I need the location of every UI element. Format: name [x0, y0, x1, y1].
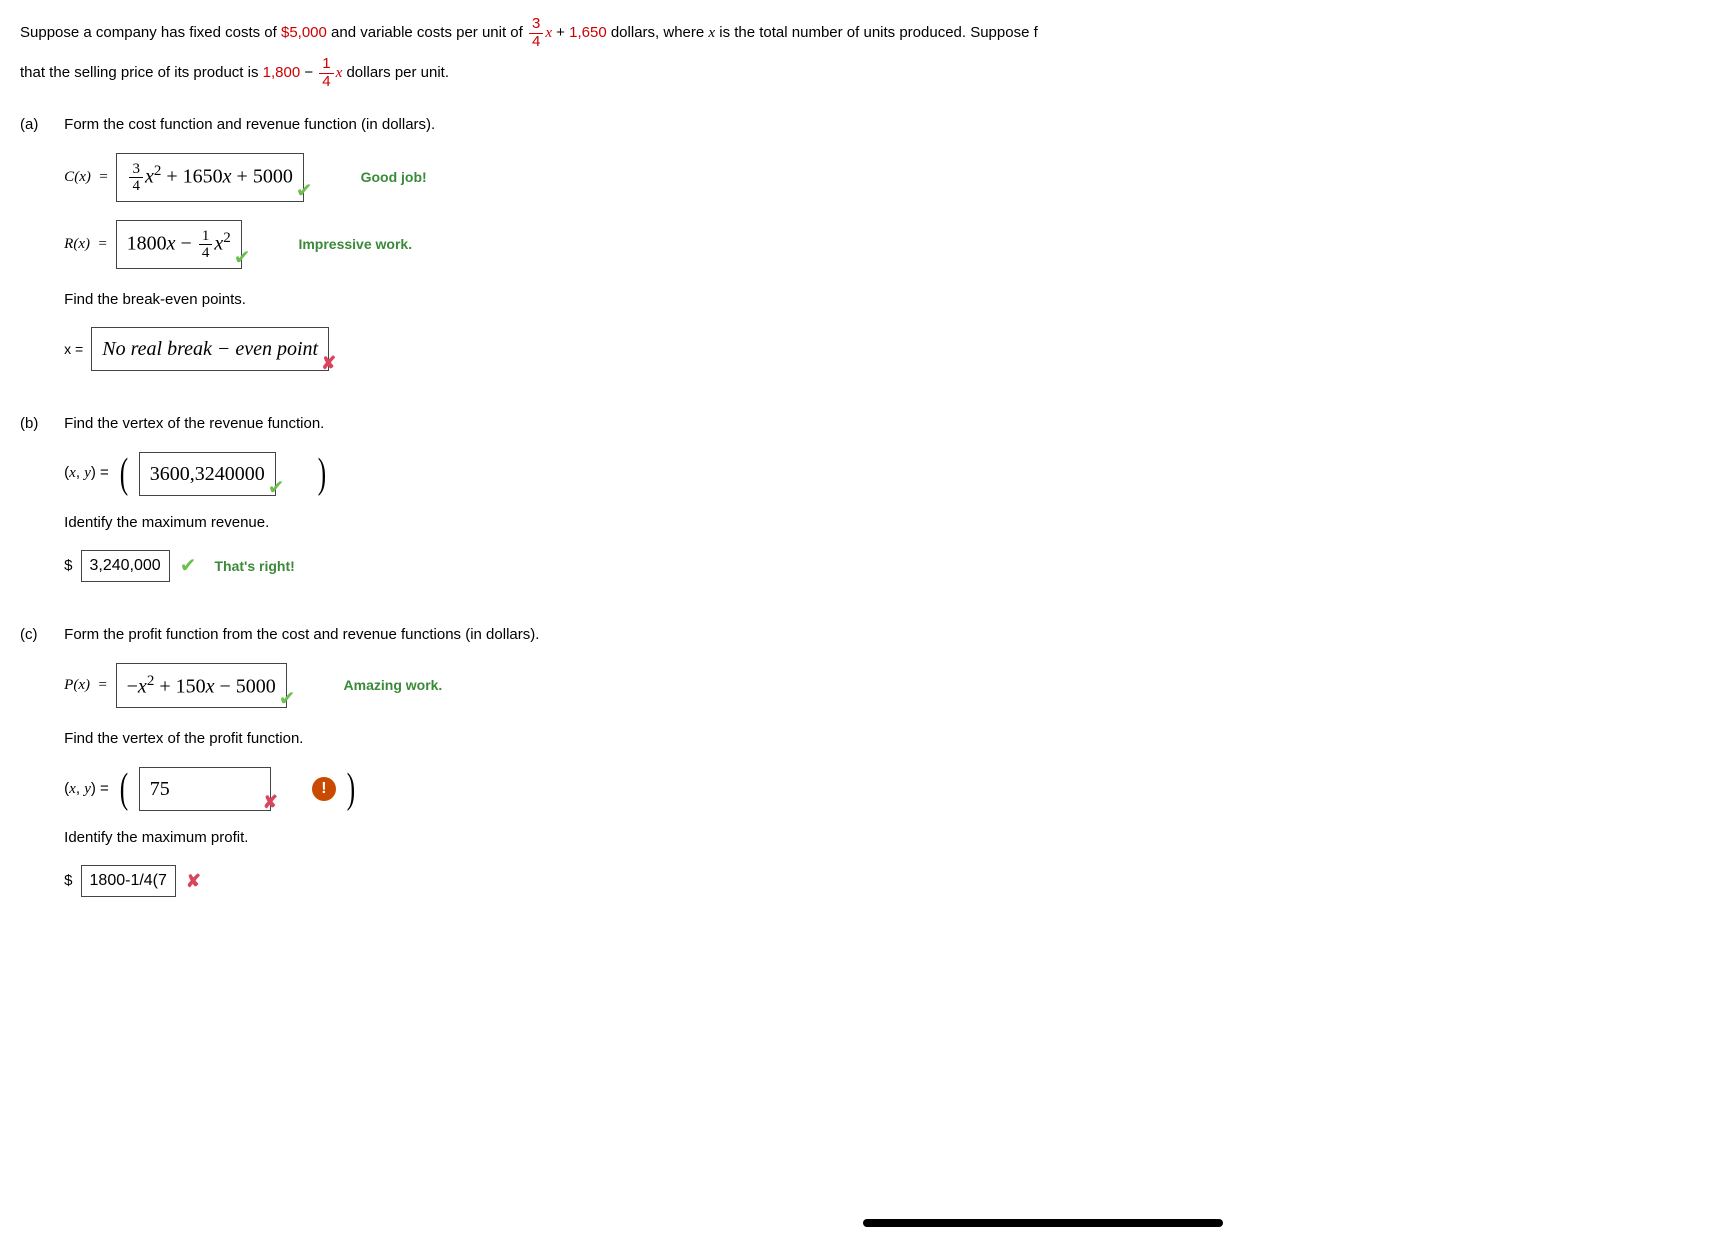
cx-answer-input[interactable]: 34x2 + 1650x + 5000: [116, 153, 303, 202]
rx-answer-input[interactable]: 1800x − 14x2: [116, 220, 242, 269]
check-icon: ✔: [279, 684, 296, 714]
intro-line-2: that the selling price of its product is…: [20, 56, 1706, 90]
px-answer-input[interactable]: −x2 + 150x − 5000: [116, 663, 287, 709]
break-even-row: x = No real break − even point ✘: [64, 325, 1700, 373]
dollar-sign: $: [64, 870, 72, 893]
left-paren-icon: (: [120, 770, 128, 808]
warning-icon[interactable]: !: [312, 777, 336, 801]
cx-label: C(x) =: [64, 166, 108, 189]
max-rev-input[interactable]: 3,240,000: [81, 550, 170, 582]
fraction-1-4: 14: [319, 56, 333, 90]
feedback-text: That's right!: [214, 556, 294, 577]
check-icon: ✔: [296, 176, 313, 206]
right-paren-icon: ): [317, 455, 325, 493]
rx-row: R(x) = 1800x − 14x2 ✔ Impressive work.: [64, 218, 1700, 271]
identify-max-profit-prompt: Identify the maximum profit.: [64, 827, 1700, 850]
max-profit-row: $ 1800-1/4(7 ✘: [64, 863, 1700, 899]
left-paren-icon: (: [120, 455, 128, 493]
horizontal-scrollbar[interactable]: [863, 1219, 1223, 1227]
fraction-3-4: 34: [129, 161, 143, 195]
check-icon: ✔: [234, 243, 251, 273]
fraction-3-4: 34: [529, 16, 543, 50]
intro-text: −: [300, 64, 317, 81]
rx-label: R(x) =: [64, 233, 107, 256]
question-a: (a) Form the cost function and revenue f…: [20, 114, 1706, 387]
x-icon: ✘: [186, 868, 201, 895]
prompt-text: Find the vertex of the revenue function.: [64, 413, 1700, 436]
var-x: x: [545, 25, 552, 41]
intro-line-1: Suppose a company has fixed costs of $5,…: [20, 16, 1706, 50]
dollar-sign: $: [64, 555, 72, 578]
profit-vertex-input[interactable]: 75: [139, 767, 271, 811]
right-paren-icon: ): [347, 770, 355, 808]
vertex-input[interactable]: 3600,3240000: [139, 452, 276, 496]
question-b: (b) Find the vertex of the revenue funct…: [20, 413, 1706, 598]
check-icon: ✔: [180, 551, 197, 581]
intro-text: dollars per unit.: [342, 64, 449, 81]
xy-label: (x, y) =: [64, 462, 109, 485]
part-label: (c): [20, 624, 60, 647]
feedback-text: Amazing work.: [344, 675, 443, 696]
part-label: (b): [20, 413, 60, 436]
x-icon: ✘: [263, 789, 278, 816]
break-even-input[interactable]: No real break − even point: [91, 327, 329, 371]
break-even-prompt: Find the break-even points.: [64, 289, 1700, 312]
vertex-prompt: Find the vertex of the profit function.: [64, 728, 1700, 751]
prompt-text: Form the profit function from the cost a…: [64, 624, 1700, 647]
xy-label: (x, y) =: [64, 778, 109, 801]
feedback-text: Impressive work.: [298, 234, 412, 255]
identify-max-rev-prompt: Identify the maximum revenue.: [64, 512, 1700, 535]
fraction-1-4: 14: [199, 228, 213, 262]
intro-text: dollars, where: [607, 24, 709, 41]
part-label: (a): [20, 114, 60, 137]
px-label: P(x) =: [64, 674, 107, 697]
intro-text: Suppose a company has fixed costs of: [20, 24, 281, 41]
px-row: P(x) = −x2 + 150x − 5000 ✔ Amazing work.: [64, 661, 1700, 711]
vertex-row: (x, y) = ( 3600,3240000 ✔ ): [64, 450, 1700, 498]
x-equals-label: x =: [64, 339, 83, 360]
max-profit-input[interactable]: 1800-1/4(7: [81, 865, 176, 897]
intro-text: +: [552, 24, 569, 41]
profit-vertex-row: (x, y) = ( 75 ✘ ! ): [64, 765, 1700, 813]
feedback-text: Good job!: [361, 167, 427, 188]
vc-const: 1,650: [569, 24, 607, 41]
prompt-text: Form the cost function and revenue funct…: [64, 114, 1700, 137]
fixed-cost: $5,000: [281, 24, 327, 41]
check-icon: ✔: [268, 473, 285, 503]
intro-text: is the total number of units produced. S…: [715, 24, 1038, 41]
cx-row: C(x) = 34x2 + 1650x + 5000 ✔ Good job!: [64, 151, 1700, 204]
x-icon: ✘: [321, 350, 336, 377]
question-c: (c) Form the profit function from the co…: [20, 624, 1706, 913]
intro-text: that the selling price of its product is: [20, 64, 263, 81]
sell-const: 1,800: [263, 64, 301, 81]
intro-text: and variable costs per unit of: [327, 24, 527, 41]
max-rev-row: $ 3,240,000 ✔ That's right!: [64, 548, 1700, 584]
